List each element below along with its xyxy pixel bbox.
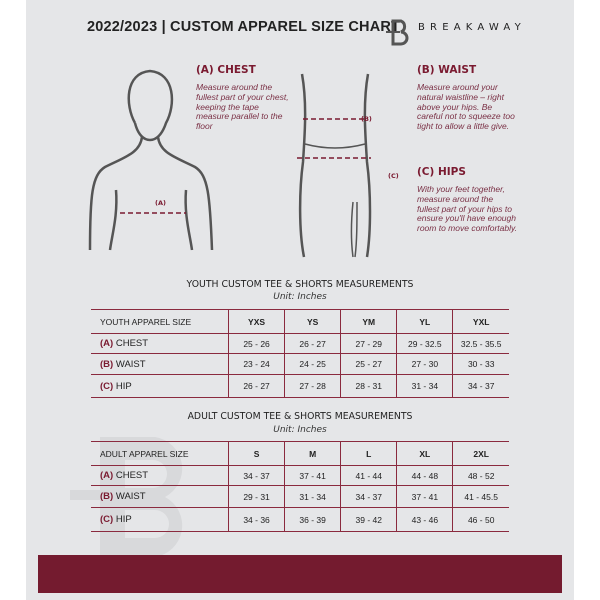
row-name: WAIST	[115, 491, 146, 502]
table-row: (B) WAIST 23 - 24 24 - 25 25 - 27 27 - 3…	[91, 353, 509, 375]
cell: 24 - 25	[284, 353, 341, 375]
chest-marker: (A)	[155, 199, 166, 207]
cell: 34 - 37	[452, 374, 509, 398]
cell: 34 - 37	[227, 465, 285, 486]
cell: 44 - 48	[396, 465, 453, 486]
chest-heading: (A) CHEST	[196, 64, 256, 76]
waist-heading: (B) WAIST	[417, 64, 477, 76]
cell: 39 - 42	[340, 507, 397, 532]
cell: 25 - 26	[227, 333, 285, 354]
cell: 30 - 33	[452, 353, 509, 375]
page-title: 2022/2023 | CUSTOM APPAREL SIZE CHART	[87, 19, 401, 35]
adult-table-title: ADULT CUSTOM TEE & SHORTS MEASUREMENTS	[187, 411, 413, 422]
size-header: YXS	[227, 309, 285, 334]
size-header: M	[284, 441, 341, 466]
cell: 27 - 28	[284, 374, 341, 398]
logo-watermark-icon	[70, 437, 183, 557]
adult-unit: Unit: Inches	[273, 425, 327, 435]
size-header: YM	[340, 309, 397, 334]
cell: 48 - 52	[452, 465, 509, 486]
waist-marker: (B)	[361, 115, 372, 123]
youth-size-table: YOUTH APPAREL SIZE YXS YS YM YL YXL (A) …	[91, 309, 509, 398]
hips-heading: (C) HIPS	[417, 166, 466, 178]
cell: 28 - 31	[340, 374, 397, 398]
adult-size-table: ADULT APPAREL SIZE S M L XL 2XL (A) CHES…	[91, 441, 509, 532]
table-row: (C) HIP 34 - 36 36 - 39 39 - 42 43 - 46 …	[91, 507, 509, 532]
row-letter: (C)	[100, 514, 114, 525]
cell: 32.5 - 35.5	[452, 333, 509, 354]
size-header: YS	[284, 309, 341, 334]
upper-body-figure	[88, 69, 214, 251]
header-label: YOUTH APPAREL SIZE	[100, 316, 192, 327]
cell: 34 - 37	[340, 485, 397, 508]
row-label: (A) CHEST	[91, 334, 229, 354]
table-header-row: ADULT APPAREL SIZE S M L XL 2XL	[91, 441, 509, 466]
hips-description: With your feet together, measure around …	[417, 184, 517, 234]
table-row: (A) CHEST 25 - 26 26 - 27 27 - 29 29 - 3…	[91, 333, 509, 354]
row-letter: (A)	[100, 338, 114, 349]
cell: 31 - 34	[284, 485, 341, 508]
youth-table-title: YOUTH CUSTOM TEE & SHORTS MEASUREMENTS	[186, 279, 414, 290]
table-row: (A) CHEST 34 - 37 37 - 41 41 - 44 44 - 4…	[91, 465, 509, 486]
cell: 25 - 27	[340, 353, 397, 375]
hips-marker: (C)	[388, 172, 399, 180]
cell: 37 - 41	[396, 485, 453, 508]
breakaway-logo-icon	[386, 19, 409, 46]
brand-name: BREAKAWAY	[418, 22, 526, 33]
row-letter: (A)	[100, 470, 114, 481]
size-header: 2XL	[452, 441, 509, 466]
chest-description: Measure around the fullest part of your …	[196, 82, 289, 132]
row-name: HIP	[115, 380, 132, 392]
cell: 43 - 46	[396, 507, 453, 532]
table-row: (C) HIP 26 - 27 27 - 28 28 - 31 31 - 34 …	[91, 374, 509, 398]
waist-description: Measure around your natural waistline – …	[417, 82, 515, 132]
lower-body-figure	[297, 73, 372, 258]
cell: 36 - 39	[284, 507, 341, 532]
table-row: (B) WAIST 29 - 31 31 - 34 34 - 37 37 - 4…	[91, 485, 509, 508]
cell: 27 - 30	[396, 353, 453, 375]
footer-band	[38, 555, 562, 593]
row-name: WAIST	[115, 358, 146, 370]
cell: 41 - 44	[340, 465, 397, 486]
cell: 41 - 45.5	[452, 485, 509, 508]
size-header: S	[227, 441, 285, 466]
row-name: HIP	[115, 514, 132, 525]
row-label: (A) CHEST	[91, 466, 229, 486]
row-label: (B) WAIST	[91, 354, 229, 375]
cell: 26 - 27	[284, 333, 341, 354]
row-name: CHEST	[115, 338, 149, 349]
row-label: (C) HIP	[91, 508, 229, 532]
size-header: YL	[396, 309, 453, 334]
size-header: L	[340, 441, 397, 466]
cell: 23 - 24	[227, 353, 285, 375]
cell: 37 - 41	[284, 465, 341, 486]
cell: 34 - 36	[227, 507, 285, 532]
cell: 26 - 27	[227, 374, 285, 398]
size-header: YXL	[452, 309, 509, 334]
cell: 29 - 31	[227, 485, 285, 508]
row-label: (C) HIP	[91, 375, 229, 398]
cell: 27 - 29	[340, 333, 397, 354]
table-header-row: YOUTH APPAREL SIZE YXS YS YM YL YXL	[91, 309, 509, 334]
cell: 46 - 50	[452, 507, 509, 532]
youth-unit: Unit: Inches	[273, 292, 327, 302]
row-name: CHEST	[115, 470, 149, 481]
row-letter: (B)	[100, 491, 114, 502]
cell: 29 - 32.5	[396, 333, 453, 354]
cell: 31 - 34	[396, 374, 453, 398]
row-label: (B) WAIST	[91, 486, 229, 508]
header-label: ADULT APPAREL SIZE	[100, 448, 189, 459]
row-letter: (C)	[100, 380, 114, 392]
row-letter: (B)	[100, 358, 114, 370]
size-header: XL	[396, 441, 453, 466]
